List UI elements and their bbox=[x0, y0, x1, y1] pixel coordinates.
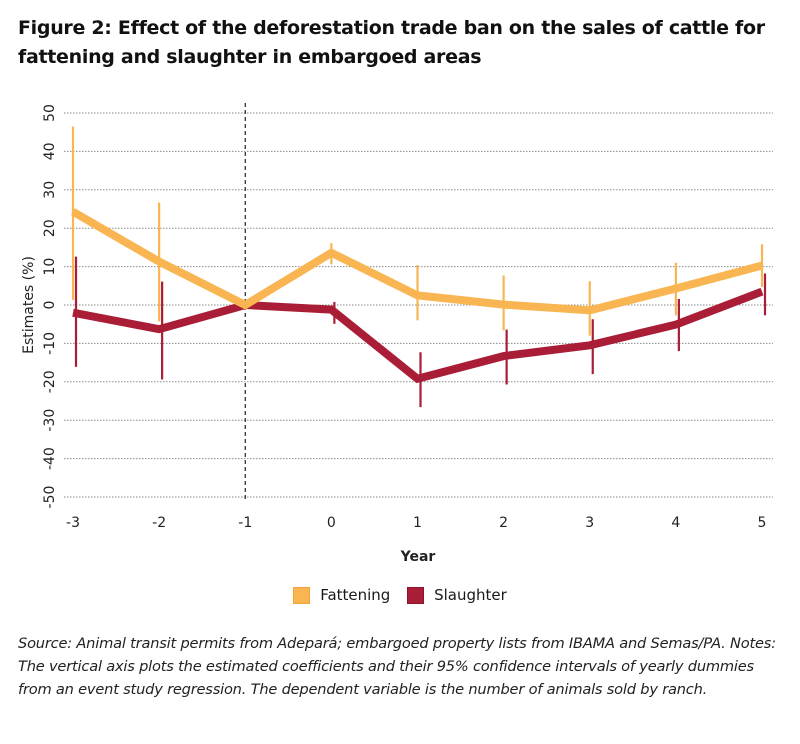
x-tick-label: -1 bbox=[238, 515, 252, 531]
figure-title: Figure 2: Effect of the deforestation tr… bbox=[18, 17, 765, 68]
x-tick-label: -2 bbox=[152, 515, 166, 531]
y-tick-label: 0 bbox=[42, 301, 58, 310]
y-tick-label: -20 bbox=[42, 370, 58, 393]
legend-swatch-slaughter bbox=[407, 586, 425, 604]
y-tick-label: 20 bbox=[42, 219, 58, 237]
legend-swatch-fattening bbox=[293, 586, 311, 604]
y-tick-label: -50 bbox=[42, 486, 58, 509]
source-note: Source: Animal transit permits from Adep… bbox=[18, 635, 776, 698]
x-axis-title: Year bbox=[400, 549, 436, 565]
y-axis-ticks: 50 40 30 20 10 0 -10 -20 -30 -40 -50 bbox=[42, 104, 58, 508]
x-tick-label: 2 bbox=[499, 515, 508, 531]
x-tick-label: 3 bbox=[585, 515, 594, 531]
y-axis-title: Estimates (%) bbox=[21, 256, 37, 354]
y-tick-label: -30 bbox=[42, 409, 58, 432]
x-tick-label: 0 bbox=[327, 515, 336, 531]
x-tick-label: -3 bbox=[66, 515, 80, 531]
legend-label-slaughter: Slaughter bbox=[434, 586, 507, 604]
x-tick-label: 1 bbox=[413, 515, 422, 531]
x-tick-label: 4 bbox=[671, 515, 680, 531]
legend: Fattening Slaughter bbox=[0, 586, 800, 608]
y-tick-label: -10 bbox=[42, 332, 58, 355]
legend-item-fattening: Fattening bbox=[293, 586, 390, 604]
y-tick-label: 40 bbox=[42, 142, 58, 160]
legend-label-fattening: Fattening bbox=[320, 586, 391, 604]
y-tick-label: 30 bbox=[42, 181, 58, 199]
y-tick-label: 10 bbox=[42, 258, 58, 276]
series-layer bbox=[70, 126, 767, 408]
y-tick-label: 50 bbox=[42, 104, 58, 122]
x-axis-ticks: -3 -2 -1 0 1 2 3 4 5 bbox=[66, 515, 766, 531]
x-tick-label: 5 bbox=[758, 515, 767, 531]
y-tick-label: -40 bbox=[42, 447, 58, 470]
legend-item-slaughter: Slaughter bbox=[407, 586, 507, 604]
